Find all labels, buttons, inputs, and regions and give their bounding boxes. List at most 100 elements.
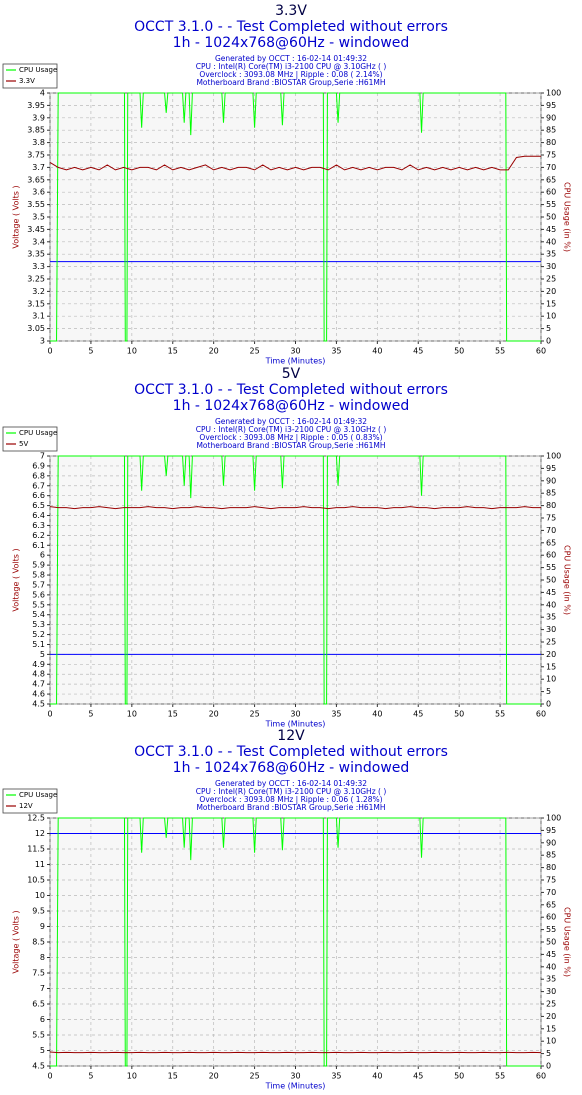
- y2-tick-label: 20: [546, 650, 556, 659]
- y-tick-label: 6.5: [32, 1000, 45, 1009]
- info-line: Generated by OCCT : 16-02-14 01:49:32: [215, 779, 367, 788]
- y2-tick-label: 45: [546, 225, 556, 234]
- x-tick-label: 35: [331, 1072, 341, 1081]
- x-tick-label: 60: [536, 710, 546, 719]
- y2-tick-label: 65: [546, 900, 556, 909]
- y-tick-label: 11.5: [27, 845, 45, 854]
- x-tick-label: 5: [88, 347, 93, 356]
- chart-subtitle: OCCT 3.1.0 - - Test Completed without er…: [134, 19, 448, 35]
- x-tick-label: 10: [127, 1072, 137, 1081]
- y2-tick-label: 15: [546, 1024, 556, 1033]
- x-tick-label: 30: [290, 347, 300, 356]
- y-tick-label: 4.5: [32, 700, 45, 709]
- x-tick-label: 10: [127, 710, 137, 719]
- y-tick-label: 10.5: [27, 876, 45, 885]
- y-tick-label: 3: [40, 337, 45, 346]
- x-tick-label: 0: [47, 710, 52, 719]
- y-tick-label: 11: [35, 860, 45, 869]
- info-line: Generated by OCCT : 16-02-14 01:49:32: [215, 417, 367, 426]
- y2-tick-label: 50: [546, 213, 556, 222]
- y2-tick-label: 75: [546, 514, 556, 523]
- y2-tick-label: 80: [546, 138, 556, 147]
- y-tick-label: 4.5: [32, 1062, 45, 1071]
- y-tick-label: 10: [35, 891, 45, 900]
- y-tick-label: 6: [40, 551, 45, 560]
- y2-tick-label: 40: [546, 237, 556, 246]
- x-tick-label: 40: [372, 710, 382, 719]
- chart-title: 12V: [277, 728, 305, 744]
- y2-tick-label: 80: [546, 501, 556, 510]
- y-tick-label: 5.1: [32, 640, 45, 649]
- info-line: Motherboard Brand :BIOSTAR Group,Serie :…: [196, 78, 385, 87]
- info-line: Generated by OCCT : 16-02-14 01:49:32: [215, 54, 367, 63]
- y-tick-label: 3.65: [27, 175, 45, 184]
- y2-tick-label: 60: [546, 551, 556, 560]
- info-line: Overclock : 3093.08 MHz | Ripple : 0.08 …: [199, 70, 382, 79]
- y2-tick-label: 70: [546, 163, 556, 172]
- y2-tick-label: 65: [546, 175, 556, 184]
- y-tick-label: 6.2: [32, 531, 45, 540]
- y-tick-label: 3.25: [27, 275, 45, 284]
- y-tick-label: 7.5: [32, 969, 45, 978]
- series-line: [49, 155, 541, 171]
- y-tick-label: 4.7: [32, 680, 45, 689]
- x-tick-label: 60: [536, 1072, 546, 1081]
- x-tick-label: 35: [331, 347, 341, 356]
- legend-label: 3.3V: [19, 77, 35, 85]
- y-tick-label: 4.9: [32, 660, 45, 669]
- y-tick-label: 3.85: [27, 126, 45, 135]
- y-tick-label: 3.2: [32, 287, 45, 296]
- x-tick-label: 50: [454, 710, 464, 719]
- x-tick-label: 15: [168, 1072, 178, 1081]
- x-tick-label: 0: [47, 1072, 52, 1081]
- chart-subtitle: 1h - 1024x768@60Hz - windowed: [173, 35, 410, 51]
- y-tick-label: 6: [40, 1015, 45, 1024]
- x-tick-label: 25: [249, 1072, 259, 1081]
- y-tick-label: 5.4: [32, 610, 45, 619]
- y2-tick-label: 15: [546, 299, 556, 308]
- legend-box: [2, 788, 58, 814]
- y2-tick-label: 10: [546, 1037, 556, 1046]
- y2-tick-label: 25: [546, 638, 556, 647]
- y-tick-label: 5.3: [32, 620, 45, 629]
- x-tick-label: 40: [372, 347, 382, 356]
- y-tick-label: 3.35: [27, 250, 45, 259]
- y2-tick-label: 10: [546, 312, 556, 321]
- x-tick-label: 60: [536, 347, 546, 356]
- y2-tick-label: 55: [546, 200, 556, 209]
- x-tick-label: 5: [88, 1072, 93, 1081]
- y2-tick-label: 85: [546, 489, 556, 498]
- x-tick-label: 30: [290, 1072, 300, 1081]
- y-tick-label: 5.8: [32, 571, 45, 580]
- y2-tick-label: 20: [546, 1012, 556, 1021]
- x-tick-label: 45: [413, 1072, 423, 1081]
- x-tick-label: 45: [413, 347, 423, 356]
- y-tick-label: 5.5: [32, 1031, 45, 1040]
- y2-tick-label: 85: [546, 126, 556, 135]
- y2-tick-label: 0: [546, 337, 551, 346]
- y2-tick-label: 75: [546, 151, 556, 160]
- y2-tick-label: 95: [546, 464, 556, 473]
- y2-tick-label: 85: [546, 851, 556, 860]
- y-axis-label: Voltage ( Volts ): [12, 185, 21, 248]
- y-tick-label: 3.9: [32, 113, 45, 122]
- y2-tick-label: 55: [546, 925, 556, 934]
- y2-axis-label: CPU Usage (in %): [563, 182, 572, 252]
- y2-tick-label: 80: [546, 863, 556, 872]
- y-tick-label: 6.6: [32, 491, 45, 500]
- x-tick-label: 15: [168, 347, 178, 356]
- y2-tick-label: 70: [546, 888, 556, 897]
- y2-tick-label: 95: [546, 101, 556, 110]
- y2-tick-label: 65: [546, 538, 556, 547]
- y2-tick-label: 25: [546, 275, 556, 284]
- x-tick-label: 0: [47, 347, 52, 356]
- x-tick-label: 50: [454, 347, 464, 356]
- series-line: [50, 455, 541, 705]
- info-line: CPU : Intel(R) Core(TM) i3-2100 CPU @ 3.…: [196, 62, 387, 71]
- y-tick-label: 5: [40, 650, 45, 659]
- x-axis-label: Time (Minutes): [265, 720, 326, 729]
- y2-tick-label: 35: [546, 250, 556, 259]
- y2-tick-label: 45: [546, 588, 556, 597]
- y2-tick-label: 90: [546, 113, 556, 122]
